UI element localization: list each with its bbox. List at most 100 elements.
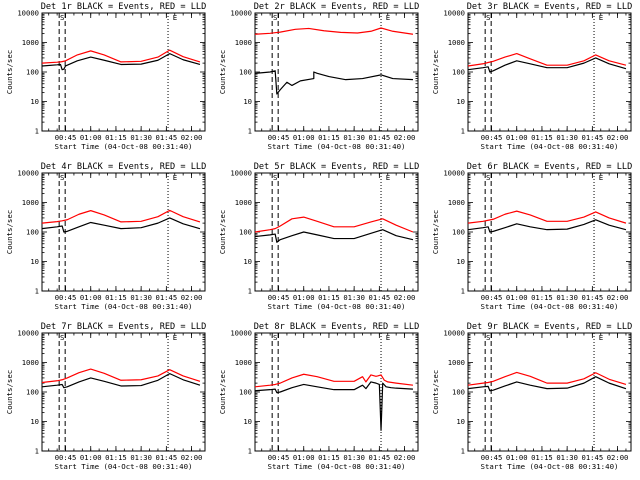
x-tick-label: 01:45 [582,293,604,302]
x-tick-label: 02:00 [607,453,629,462]
y-tick-label: 100 [452,228,465,237]
x-tick-label: 01:15 [105,293,127,302]
y-tick-label: 10000 [443,329,465,338]
x-tick-label: 00:45 [481,293,503,302]
panel-det-2: Det 2r BLACK = Events, RED = LLD 1 10 100 10… [218,2,419,151]
y-tick-label: 10000 [443,169,465,178]
y-tick-label: 1000 [448,358,465,367]
x-tick-label: 01:00 [80,293,102,302]
x-tick-label: 00:45 [481,133,503,142]
x-tick-label: 02:00 [394,453,416,462]
y-tick-label: 10 [456,257,465,266]
x-axis-label: Start Time (04-Oct-08 00:31:40) [481,462,619,471]
y-axis-label: Counts/sec [5,50,14,95]
panel-title: Det 5r BLACK = Events, RED = LLD [254,162,420,172]
end-marker-label: E [386,13,390,22]
panel-title: Det 6r BLACK = Events, RED = LLD [467,162,633,172]
y-tick-label: 10000 [230,329,252,338]
x-tick-label: 02:00 [394,293,416,302]
x-tick-label: 01:15 [531,453,553,462]
x-tick-label: 01:15 [318,133,340,142]
y-tick-label: 1 [35,287,39,296]
events-line [254,229,414,243]
events-line [254,381,413,431]
x-axis-label: Start Time (04-Oct-08 00:31:40) [55,142,193,151]
x-tick-label: 01:00 [506,133,528,142]
x-tick-label: 02:00 [181,453,203,462]
x-tick-label: 01:15 [105,453,127,462]
y-tick-label: 10000 [17,169,39,178]
start-marker-label: S [273,333,277,342]
y-tick-label: 10 [456,417,465,426]
start-marker-label: S [486,13,490,22]
x-tick-label: 01:30 [343,293,365,302]
y-tick-label: 10 [243,257,252,266]
lld-line [467,53,627,67]
y-axis-label: Counts/sec [431,50,440,95]
x-tick-label: 00:45 [268,453,290,462]
x-tick-label: 00:45 [268,293,290,302]
start-marker-label: S [273,173,277,182]
x-tick-label: 01:30 [130,133,152,142]
y-tick-label: 1000 [235,198,252,207]
x-tick-label: 01:45 [156,133,178,142]
y-tick-label: 1 [248,447,252,456]
x-tick-label: 01:30 [130,293,152,302]
panel-title: Det 2r BLACK = Events, RED = LLD [254,2,420,12]
lld-line [467,210,627,224]
y-tick-label: 100 [239,228,252,237]
x-axis-label: Start Time (04-Oct-08 00:31:40) [55,302,193,311]
events-line [254,70,413,95]
x-tick-label: 00:45 [481,453,503,462]
y-tick-label: 10 [30,257,39,266]
panel-title: Det 4r BLACK = Events, RED = LLD [41,162,207,172]
x-tick-label: 01:00 [293,293,315,302]
x-tick-label: 01:15 [318,453,340,462]
y-axis-label: Counts/sec [431,370,440,415]
x-tick-label: 01:30 [343,133,365,142]
x-tick-label: 01:00 [293,453,315,462]
y-tick-label: 10 [30,417,39,426]
x-tick-label: 01:30 [556,293,578,302]
x-tick-label: 00:45 [55,133,77,142]
lld-line [254,216,414,233]
panel-det-6: Det 6r BLACK = Events, RED = LLD 1 10 100 10… [431,162,632,311]
end-marker-label: E [386,333,390,342]
y-tick-label: 100 [239,388,252,397]
lld-line [41,209,201,224]
panel-title: Det 9r BLACK = Events, RED = LLD [467,322,633,332]
events-line [41,53,201,71]
lld-line [254,27,414,35]
y-tick-label: 100 [452,68,465,77]
panel-title: Det 7r BLACK = Events, RED = LLD [41,322,207,332]
x-tick-label: 01:15 [105,133,127,142]
y-tick-label: 100 [26,388,39,397]
x-tick-label: 01:15 [531,133,553,142]
y-tick-label: 10000 [17,329,39,338]
x-tick-label: 02:00 [181,133,203,142]
x-tick-label: 00:45 [55,293,77,302]
start-marker-label: S [60,333,64,342]
y-tick-label: 1000 [235,38,252,47]
start-marker-label: S [486,173,490,182]
y-tick-label: 1000 [22,198,39,207]
x-tick-label: 01:00 [80,453,102,462]
y-tick-label: 10000 [230,9,252,18]
end-marker-label: E [599,173,603,182]
y-tick-label: 10 [456,97,465,106]
y-tick-label: 10000 [230,169,252,178]
y-tick-label: 1 [35,447,39,456]
panel-det-4: Det 4r BLACK = Events, RED = LLD 1 10 100 10… [5,162,206,311]
panel-title: Det 1r BLACK = Events, RED = LLD [41,2,207,12]
x-tick-label: 02:00 [394,133,416,142]
x-tick-label: 02:00 [607,133,629,142]
x-tick-label: 01:45 [369,453,391,462]
panel-det-3: Det 3r BLACK = Events, RED = LLD 1 10 100 10… [431,2,632,151]
events-line [467,376,627,392]
x-axis-label: Start Time (04-Oct-08 00:31:40) [268,302,406,311]
start-marker-label: S [273,13,277,22]
start-marker-label: S [60,13,64,22]
y-tick-label: 1000 [22,38,39,47]
y-axis-label: Counts/sec [218,210,227,255]
y-tick-label: 1 [461,447,465,456]
